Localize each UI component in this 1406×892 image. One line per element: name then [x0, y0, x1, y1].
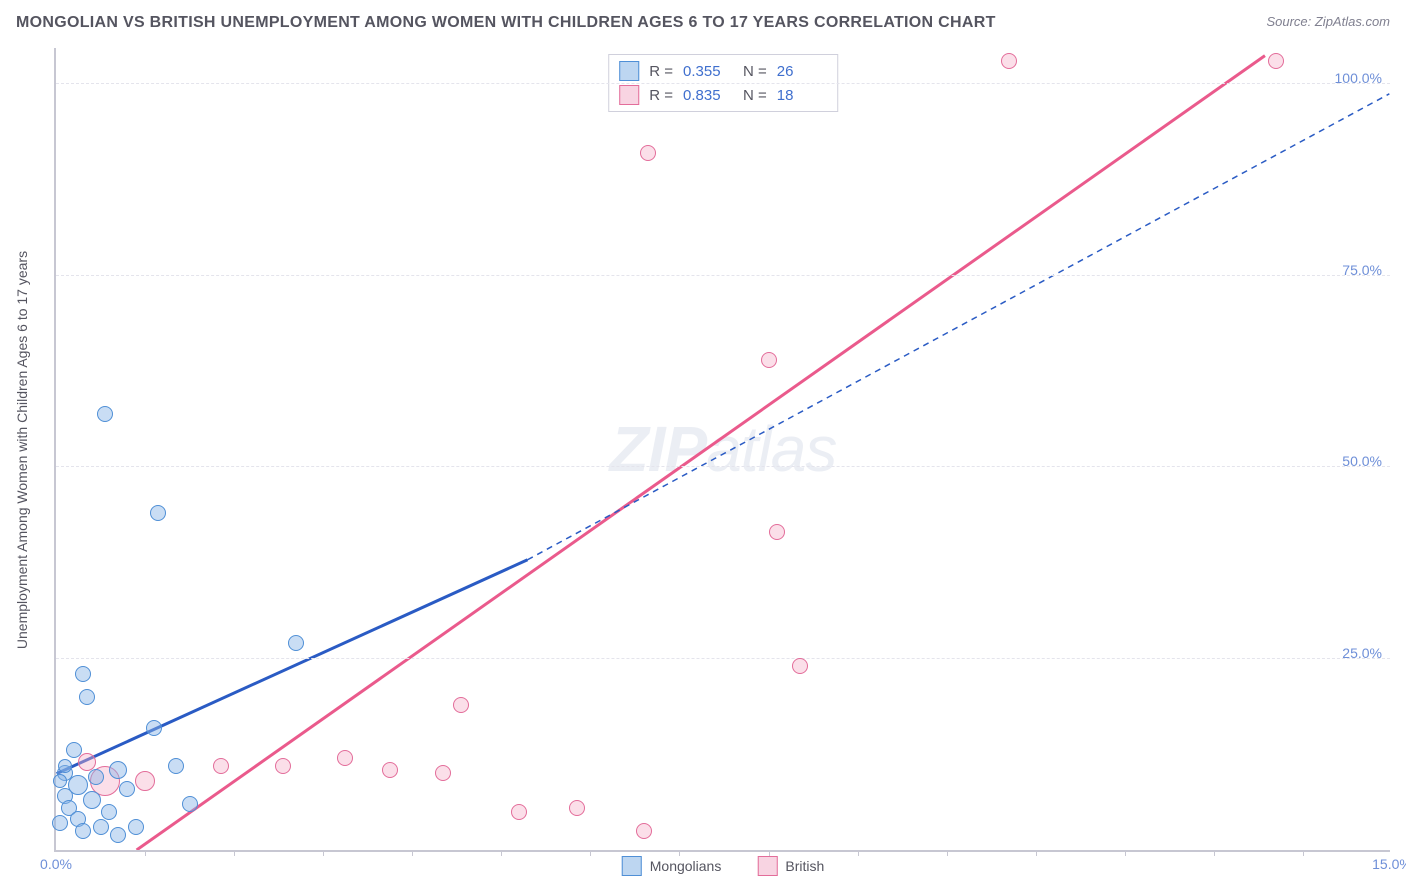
- data-point-british: [453, 697, 469, 713]
- x-tick-mark: [501, 850, 502, 856]
- gridline-h: [56, 466, 1390, 467]
- x-tick-mark: [769, 850, 770, 856]
- legend-row-british: R = 0.835 N = 18: [619, 83, 827, 107]
- legend-row-mongolians: R = 0.355 N = 26: [619, 59, 827, 83]
- swatch-blue: [622, 856, 642, 876]
- y-tick-label: 75.0%: [1342, 262, 1382, 278]
- gridline-h: [56, 275, 1390, 276]
- y-tick-label: 100.0%: [1335, 70, 1382, 86]
- data-point-british: [636, 823, 652, 839]
- n-value-blue: 26: [777, 63, 827, 80]
- series-legend: Mongolians British: [622, 856, 825, 876]
- x-tick-mark: [412, 850, 413, 856]
- data-point-british: [1001, 53, 1017, 69]
- data-point-british: [769, 524, 785, 540]
- data-point-mongolian: [93, 819, 109, 835]
- data-point-british: [337, 750, 353, 766]
- data-point-mongolian: [66, 742, 82, 758]
- y-tick-label: 50.0%: [1342, 453, 1382, 469]
- data-point-mongolian: [119, 781, 135, 797]
- data-point-mongolian: [110, 827, 126, 843]
- x-tick-label: 0.0%: [40, 856, 72, 872]
- data-point-british: [792, 658, 808, 674]
- scatter-plot-area: ZIPatlas R = 0.355 N = 26 R = 0.835 N = …: [54, 48, 1390, 852]
- data-point-mongolian: [75, 666, 91, 682]
- r-value-blue: 0.355: [683, 63, 733, 80]
- data-point-mongolian: [97, 406, 113, 422]
- data-point-mongolian: [146, 720, 162, 736]
- r-label: R =: [649, 87, 673, 104]
- data-point-mongolian: [182, 796, 198, 812]
- series-label-british: British: [785, 858, 824, 874]
- x-tick-mark: [858, 850, 859, 856]
- data-point-british: [275, 758, 291, 774]
- n-label: N =: [743, 87, 767, 104]
- x-tick-mark: [145, 850, 146, 856]
- x-tick-mark: [234, 850, 235, 856]
- x-tick-mark: [1125, 850, 1126, 856]
- swatch-blue: [619, 61, 639, 81]
- data-point-mongolian: [168, 758, 184, 774]
- x-tick-label: 15.0%: [1372, 856, 1406, 872]
- data-point-mongolian: [101, 804, 117, 820]
- x-tick-mark: [1036, 850, 1037, 856]
- swatch-pink: [619, 85, 639, 105]
- data-point-mongolian: [109, 761, 127, 779]
- data-point-british: [569, 800, 585, 816]
- y-tick-label: 25.0%: [1342, 645, 1382, 661]
- trendlines-layer: [56, 48, 1390, 850]
- data-point-british: [213, 758, 229, 774]
- data-point-mongolian: [75, 823, 91, 839]
- source-label: Source: ZipAtlas.com: [1266, 14, 1390, 29]
- data-point-british: [435, 765, 451, 781]
- data-point-mongolian: [128, 819, 144, 835]
- data-point-mongolian: [150, 505, 166, 521]
- x-tick-mark: [947, 850, 948, 856]
- n-label: N =: [743, 63, 767, 80]
- gridline-h: [56, 658, 1390, 659]
- gridline-h: [56, 83, 1390, 84]
- series-mongolians: Mongolians: [622, 856, 722, 876]
- x-tick-mark: [323, 850, 324, 856]
- r-label: R =: [649, 63, 673, 80]
- data-point-mongolian: [83, 791, 101, 809]
- x-tick-mark: [679, 850, 680, 856]
- series-british: British: [757, 856, 824, 876]
- watermark: ZIPatlas: [610, 412, 837, 486]
- data-point-mongolian: [52, 815, 68, 831]
- data-point-mongolian: [88, 769, 104, 785]
- x-tick-mark: [1214, 850, 1215, 856]
- data-point-british: [761, 352, 777, 368]
- x-tick-mark: [590, 850, 591, 856]
- r-value-pink: 0.835: [683, 87, 733, 104]
- data-point-mongolian: [58, 759, 72, 773]
- data-point-mongolian: [288, 635, 304, 651]
- chart-title: MONGOLIAN VS BRITISH UNEMPLOYMENT AMONG …: [16, 14, 996, 32]
- data-point-british: [382, 762, 398, 778]
- data-point-mongolian: [53, 774, 67, 788]
- data-point-mongolian: [79, 689, 95, 705]
- n-value-pink: 18: [777, 87, 827, 104]
- x-tick-mark: [1303, 850, 1304, 856]
- swatch-pink: [757, 856, 777, 876]
- data-point-british: [78, 753, 96, 771]
- series-label-mongolians: Mongolians: [650, 858, 722, 874]
- data-point-british: [135, 771, 155, 791]
- y-axis-label: Unemployment Among Women with Children A…: [14, 251, 30, 649]
- data-point-british: [640, 145, 656, 161]
- data-point-british: [1268, 53, 1284, 69]
- data-point-british: [511, 804, 527, 820]
